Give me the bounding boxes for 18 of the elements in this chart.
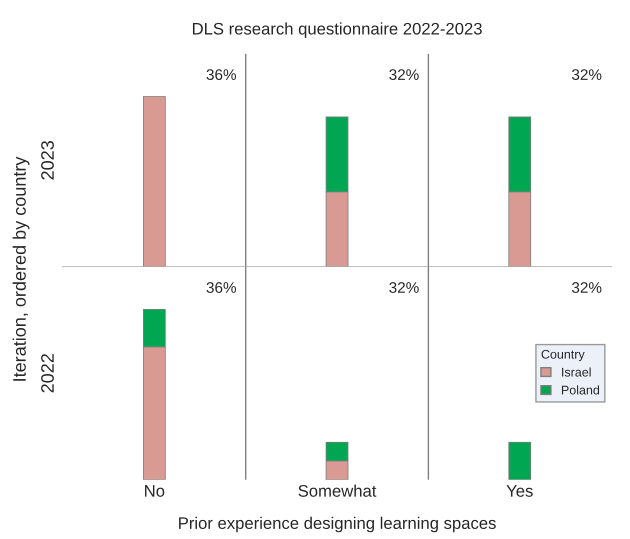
text: 36%: [206, 282, 236, 293]
x-axis-title: Prior experience designing learning spaces: [179, 516, 496, 532]
text: 36%: [206, 69, 236, 80]
legend-title: Country: [542, 350, 585, 362]
chart-title: DLS research questionnaire 2022-2023: [192, 22, 482, 38]
legend-label: Israel: [562, 367, 591, 377]
text: Iteration, ordered by country: [12, 156, 30, 381]
text: 32%: [389, 69, 419, 80]
text: 32%: [389, 282, 419, 293]
y-axis-title: 2022: [41, 354, 54, 392]
x-tick-label: Yes: [506, 485, 533, 497]
text: 32%: [572, 282, 602, 293]
bar: [508, 442, 532, 480]
legend-label: Poland: [562, 385, 600, 395]
x-tick-label: Somewhat: [298, 484, 376, 497]
x-tick-label: No: [145, 485, 164, 497]
text: 32%: [572, 69, 602, 80]
y-axis-title: 2023: [41, 141, 54, 180]
